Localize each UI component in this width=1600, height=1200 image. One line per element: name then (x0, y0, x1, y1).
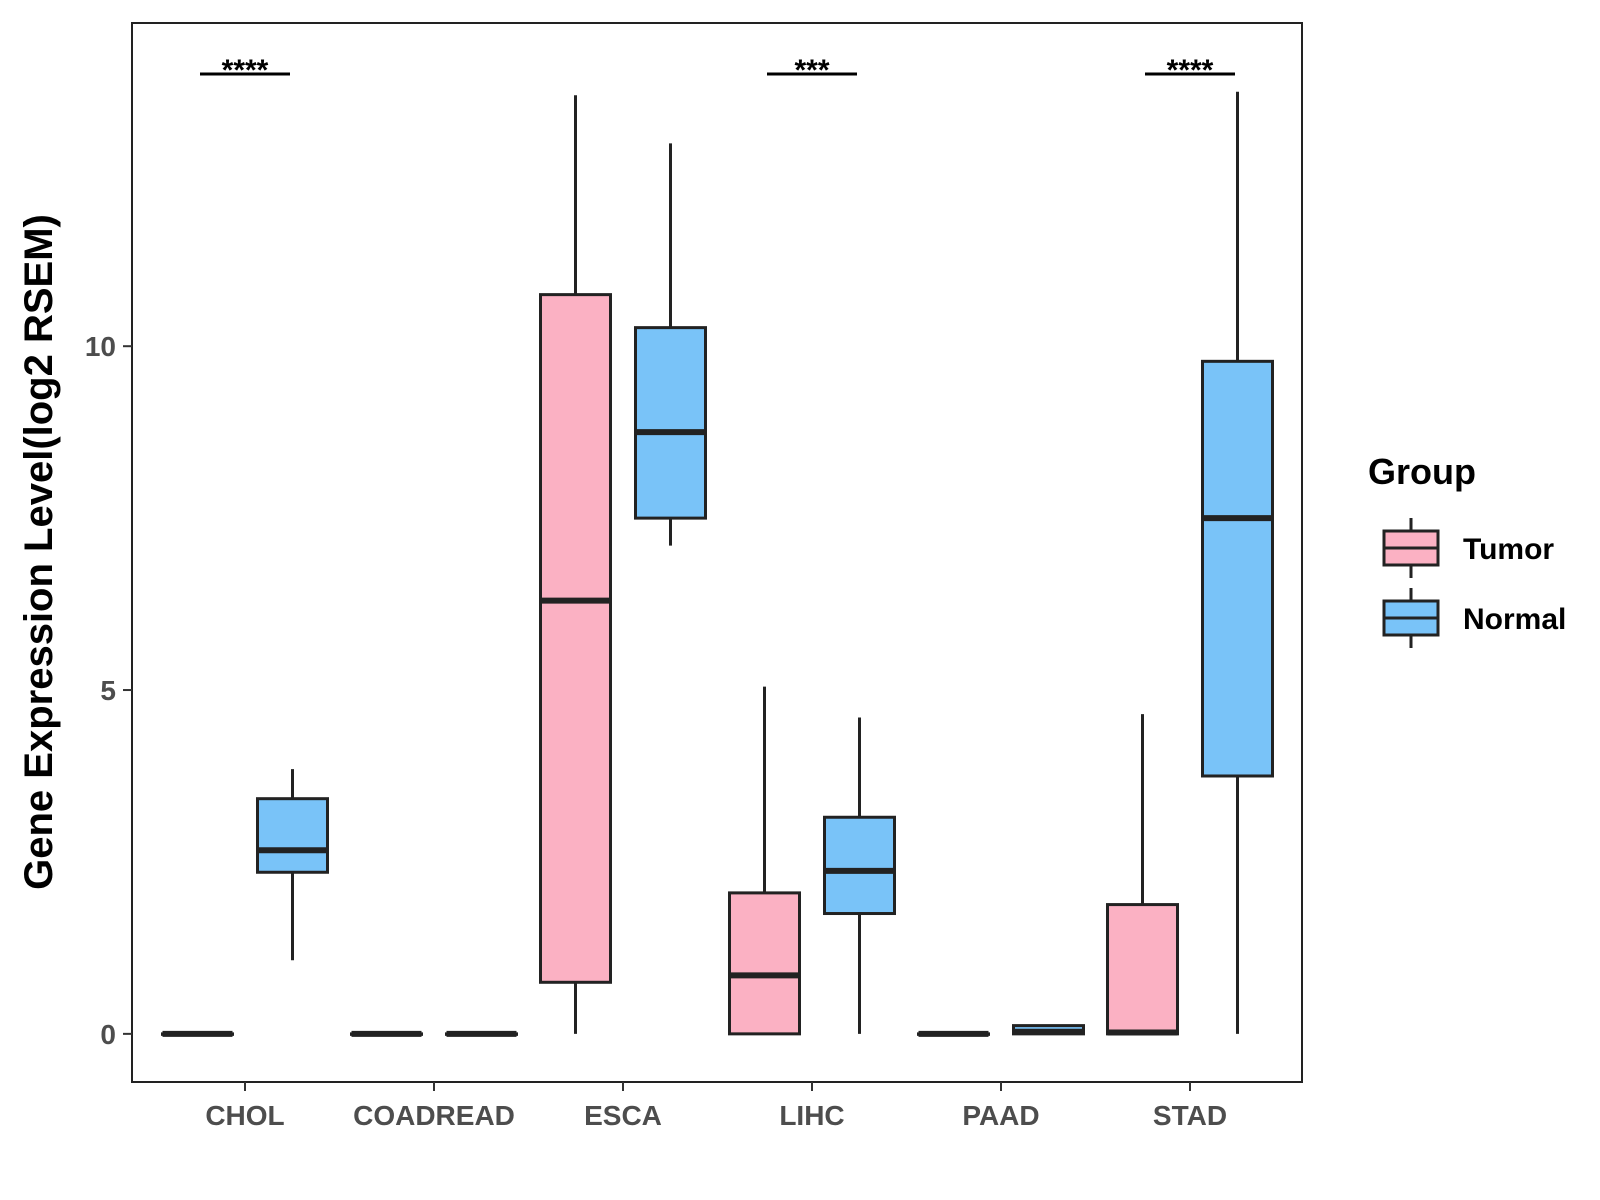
box-body (728, 891, 801, 1036)
box-tumor-stad (1106, 714, 1179, 1036)
legend-entry-normal: Normal (1382, 588, 1566, 648)
y-tick-label-0: 0 (100, 1019, 116, 1050)
box-tumor-coadread (350, 1030, 423, 1037)
box-normal-coadread (445, 1030, 518, 1037)
legend-title: Group (1368, 451, 1476, 492)
box-body (256, 797, 329, 874)
box-tumor-paad (917, 1030, 990, 1037)
box-normal-paad (1012, 1024, 1085, 1036)
box-normal-lihc (823, 717, 896, 1034)
y-tick-label-5: 5 (100, 675, 116, 706)
box-tumor-chol (161, 1030, 234, 1037)
legend-entry-tumor: Tumor (1382, 518, 1554, 578)
x-tick-label-coadread: COADREAD (353, 1100, 515, 1131)
box-tumor-esca (539, 95, 612, 1034)
significance-label-lihc: *** (794, 54, 829, 87)
x-tick-label-esca: ESCA (584, 1100, 662, 1131)
significance-label-chol: **** (222, 54, 269, 87)
box-body (823, 815, 896, 916)
panel-border (131, 22, 1303, 1083)
box-body (1106, 903, 1179, 1036)
box-tumor-lihc (728, 686, 801, 1036)
box-normal-stad (1201, 91, 1274, 1034)
legend-label-tumor: Tumor (1463, 533, 1554, 566)
x-tick-label-lihc: LIHC (779, 1100, 844, 1131)
significance-label-stad: **** (1167, 54, 1214, 87)
y-axis-label: Gene Expression Level(log2 RSEM) (17, 214, 61, 890)
axes: 0 5 10 CHOL COADREAD ESCA LIHC PAAD STAD (85, 331, 1227, 1131)
x-tick-label-chol: CHOL (205, 1100, 284, 1131)
significance-annotations: **** *** **** (200, 54, 1235, 87)
box-normal-esca (634, 143, 707, 546)
x-tick-label-paad: PAAD (962, 1100, 1039, 1131)
box-body (539, 293, 612, 984)
boxes-layer (161, 91, 1274, 1037)
x-tick-label-stad: STAD (1153, 1100, 1227, 1131)
box-normal-chol (256, 769, 329, 961)
plot-panel (131, 22, 1303, 1083)
legend-label-normal: Normal (1463, 603, 1566, 636)
legend: Group Tumor Normal (1368, 451, 1566, 648)
box-body (634, 326, 707, 520)
y-tick-label-10: 10 (85, 331, 116, 362)
box-body (1201, 359, 1274, 778)
